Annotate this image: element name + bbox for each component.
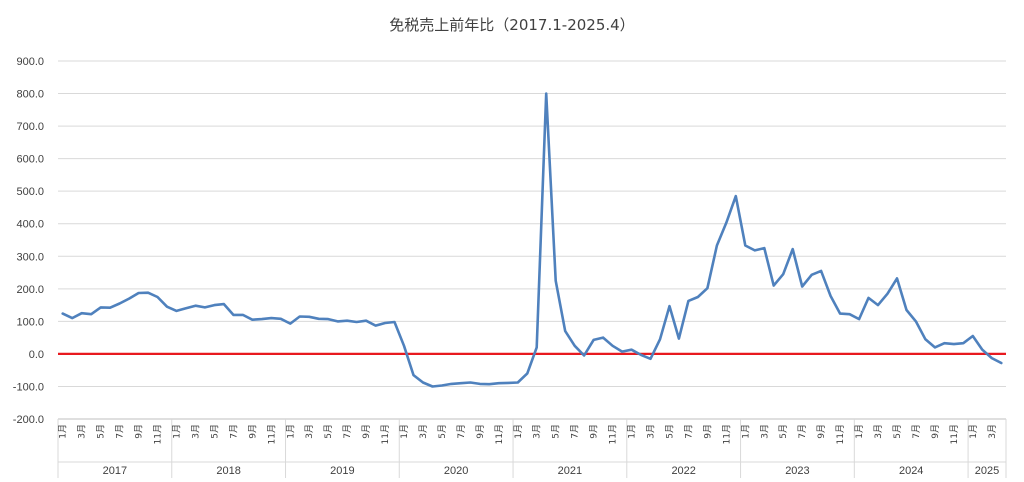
- month-tick-label: 3月: [646, 424, 657, 439]
- month-tick-label: 1月: [854, 424, 865, 439]
- month-tick-label: 7月: [570, 424, 581, 439]
- month-tick-label: 11月: [380, 424, 391, 444]
- month-tick-label: 1月: [172, 424, 183, 439]
- month-tick-label: 5月: [778, 424, 789, 439]
- month-tick-label: 3月: [418, 424, 429, 439]
- month-tick-label: 5月: [96, 424, 107, 439]
- month-tick-label: 11月: [721, 424, 732, 444]
- y-tick-label: 800.0: [16, 89, 44, 101]
- month-tick-label: 11月: [494, 424, 505, 444]
- year-label: 2025: [975, 465, 999, 477]
- year-label: 2017: [103, 465, 127, 477]
- month-tick-label: 1月: [58, 424, 69, 439]
- y-tick-label: 500.0: [16, 186, 44, 198]
- series-line: [61, 92, 1003, 388]
- month-tick-label: 5月: [323, 424, 334, 439]
- month-tick-label: 5月: [437, 424, 448, 439]
- month-tick-label: 7月: [911, 424, 922, 439]
- y-tick-label: 900.0: [16, 56, 44, 68]
- month-tick-label: 9月: [475, 424, 486, 439]
- year-label: 2018: [216, 465, 240, 477]
- y-tick-label: -100.0: [13, 381, 44, 393]
- year-label: 2022: [671, 465, 695, 477]
- month-tick-label: 7月: [456, 424, 467, 439]
- chart-title: 免税売上前年比（2017.1-2025.4）: [389, 16, 635, 34]
- month-tick-label: 3月: [77, 424, 88, 439]
- month-tick-label: 7月: [342, 424, 353, 439]
- month-tick-label: 1月: [285, 424, 296, 439]
- month-tick-label: 1月: [627, 424, 638, 439]
- month-tick-label: 3月: [532, 424, 543, 439]
- y-tick-label: 400.0: [16, 219, 44, 231]
- month-tick-label: 7月: [228, 424, 239, 439]
- month-tick-label: 9月: [930, 424, 941, 439]
- month-tick-label: 7月: [797, 424, 808, 439]
- month-tick-label: 1月: [399, 424, 410, 439]
- month-tick-label: 11月: [608, 424, 619, 444]
- month-tick-label: 11月: [153, 424, 164, 444]
- month-tick-label: 9月: [247, 424, 258, 439]
- month-tick-label: 9月: [702, 424, 713, 439]
- y-tick-label: 700.0: [16, 121, 44, 133]
- y-tick-label: 300.0: [16, 251, 44, 263]
- month-tick-label: 3月: [759, 424, 770, 439]
- month-tick-label: 11月: [835, 424, 846, 444]
- y-tick-label: 600.0: [16, 154, 44, 166]
- year-label: 2024: [899, 465, 923, 477]
- month-tick-label: 7月: [115, 424, 126, 439]
- year-label: 2020: [444, 465, 468, 477]
- month-tick-label: 5月: [664, 424, 675, 439]
- month-tick-label: 1月: [513, 424, 524, 439]
- month-tick-label: 9月: [361, 424, 372, 439]
- month-tick-label: 5月: [209, 424, 220, 439]
- year-label: 2021: [558, 465, 582, 477]
- y-tick-label: 0.0: [29, 349, 44, 361]
- y-tick-label: 100.0: [16, 316, 44, 328]
- month-tick-label: 9月: [589, 424, 600, 439]
- y-tick-label: -200.0: [13, 414, 44, 426]
- month-tick-label: 7月: [683, 424, 694, 439]
- month-tick-label: 5月: [892, 424, 903, 439]
- month-tick-label: 3月: [190, 424, 201, 439]
- year-label: 2023: [785, 465, 809, 477]
- month-tick-label: 11月: [949, 424, 960, 444]
- year-label: 2019: [330, 465, 354, 477]
- month-tick-label: 5月: [551, 424, 562, 439]
- month-tick-label: 3月: [304, 424, 315, 439]
- month-tick-label: 1月: [740, 424, 751, 439]
- month-tick-label: 3月: [873, 424, 884, 439]
- month-tick-label: 9月: [134, 424, 145, 439]
- month-tick-label: 3月: [987, 424, 998, 439]
- month-tick-label: 1月: [968, 424, 979, 439]
- month-tick-label: 11月: [266, 424, 277, 444]
- y-tick-label: 200.0: [16, 284, 44, 296]
- month-tick-label: 9月: [816, 424, 827, 439]
